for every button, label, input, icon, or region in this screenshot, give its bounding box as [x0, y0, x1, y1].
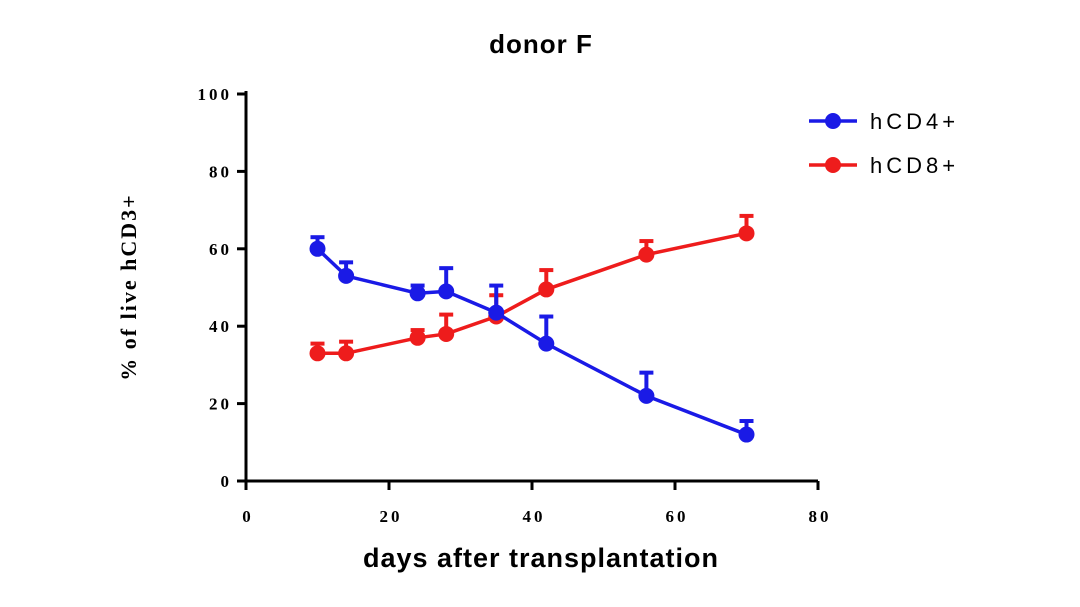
- y-tick-label: 20: [209, 395, 232, 414]
- legend-marker: [825, 113, 841, 129]
- series-line: [316, 247, 748, 437]
- y-tick-label: 80: [209, 162, 232, 181]
- y-tick-label: 60: [209, 240, 232, 259]
- series-line: [317, 231, 747, 356]
- series-1: [309, 213, 755, 362]
- data-point: [309, 240, 326, 257]
- data-point: [738, 225, 755, 242]
- y-axis-ticks: 0 20 40 60 80 100: [198, 85, 246, 491]
- data-point: [438, 325, 455, 342]
- legend-marker: [825, 157, 841, 173]
- x-tick-label: 80: [809, 507, 832, 526]
- x-tick-label: 0: [242, 507, 254, 526]
- y-axis-label: % of live hCD3+: [116, 193, 141, 380]
- data-point: [409, 285, 426, 302]
- series-0: [309, 235, 755, 443]
- x-axis-label: days after transplantation: [363, 543, 719, 573]
- data-point: [438, 283, 455, 300]
- y-tick-label: 40: [209, 317, 232, 336]
- data-point: [338, 345, 355, 362]
- data-point: [638, 387, 655, 404]
- legend-label: hCD4+: [870, 109, 959, 134]
- data-point: [309, 345, 326, 362]
- data-point: [338, 267, 355, 284]
- data-point: [538, 281, 555, 298]
- x-tick-label: 20: [380, 507, 403, 526]
- y-tick-label: 100: [198, 85, 233, 104]
- x-axis-ticks: 0 20 40 60 80: [242, 481, 832, 526]
- legend: hCD4+ hCD8+: [809, 109, 959, 178]
- legend-label: hCD8+: [870, 153, 959, 178]
- data-point: [409, 329, 426, 346]
- data-point: [538, 335, 555, 352]
- data-point: [638, 246, 655, 263]
- data-point: [738, 426, 755, 443]
- x-tick-label: 40: [523, 507, 546, 526]
- data-point: [488, 304, 505, 321]
- series-layer: [309, 213, 755, 443]
- x-tick-label: 60: [666, 507, 689, 526]
- chart-title: donor F: [489, 29, 593, 59]
- y-tick-label: 0: [221, 472, 233, 491]
